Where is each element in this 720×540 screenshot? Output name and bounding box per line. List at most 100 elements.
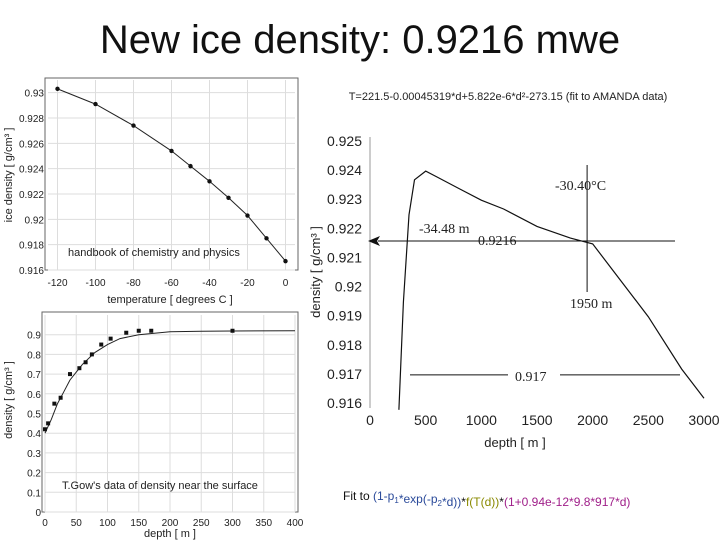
chart3-annotation-offset: -34.48 m	[419, 222, 470, 237]
chart3-ytick-label: 0.917	[327, 366, 362, 382]
chart2-point	[124, 330, 129, 335]
chart1-ytick-label: 0.916	[19, 266, 44, 277]
chart2-xtick-label: 350	[255, 518, 272, 529]
chart2-point	[43, 427, 47, 432]
chart3-annotation-depth: 1950 m	[570, 297, 613, 312]
chart3-guide-arrow	[368, 235, 380, 246]
chart1-point	[93, 101, 98, 107]
chart2-xlabel: depth [ m ]	[144, 528, 196, 540]
chart2-ytick-label: 0.7	[27, 370, 41, 381]
chart3-ytick-label: 0.918	[327, 337, 362, 353]
chart1-point	[226, 195, 231, 200]
chart1-xtick-label: -60	[164, 278, 179, 289]
chart1-ylabel: ice density [ g/cm³ ]	[3, 128, 15, 223]
chart2-ytick-label: 0	[35, 508, 41, 519]
chart1-xtick-label: -80	[126, 278, 141, 289]
chart2-ytick-label: 0.9	[27, 331, 41, 342]
fit-part: f(T(d))	[466, 495, 499, 509]
chart-density-depth: 0.916 0.917 0.918 0.919 0.92 0.921 0.922 0.923 0…	[308, 133, 720, 450]
chart3-xtick-label: 1500	[521, 412, 552, 428]
chart1-point	[283, 258, 288, 264]
chart2-point	[77, 366, 82, 371]
chart3-xtick-label: 500	[414, 412, 438, 428]
chart3-ytick-label: 0.916	[327, 395, 362, 411]
chart1-annotation: handbook of chemistry and physics	[68, 247, 240, 259]
chart1-xtick-label: -120	[47, 278, 67, 289]
chart1-xtick-label: -40	[202, 278, 217, 289]
fit-part: *	[499, 495, 504, 509]
chart1-ytick-label: 0.922	[19, 190, 44, 201]
chart2-point	[108, 336, 113, 341]
chart2-xtick-label: 150	[130, 518, 147, 529]
fit-label: Fit to	[343, 489, 370, 503]
chart1-ytick-label: 0.928	[19, 114, 44, 125]
chart1-point	[169, 148, 174, 154]
chart3-ytick-label: 0.925	[327, 133, 362, 149]
chart3-xtick-label: 2500	[633, 412, 664, 428]
chart1-ytick-label: 0.92	[25, 215, 45, 226]
fit-formula: Fit to (1-p1*exp(-p2*d))*f(T(d))*(1+0.94…	[343, 489, 630, 509]
chart3-xtick-label: 2000	[577, 412, 608, 428]
chart2-point	[136, 328, 141, 333]
chart2-ytick-label: 0.8	[27, 350, 41, 361]
chart3-ytick-label: 0.922	[327, 220, 362, 236]
chart2-ytick-label: 0.5	[27, 410, 41, 421]
page-title: New ice density: 0.9216 mwe	[99, 18, 621, 62]
chart3-ytick-label: 0.92	[335, 279, 362, 295]
chart1-point	[207, 179, 212, 184]
chart3-ytick-label: 0.921	[327, 249, 362, 265]
chart1-point	[188, 163, 193, 169]
chart3-ytick-label: 0.919	[327, 308, 362, 324]
formula-text: T=221.5-0.00045319*d+5.822e-6*d²-273.15 …	[349, 91, 668, 103]
chart-surface-density: 0 0.1 0.2 0.3 0.4 0.5 0.6 0.7 0.8 0.9 0 50 100 150 20…	[3, 311, 304, 540]
chart3-annotation-density: 0.9216	[478, 234, 517, 249]
chart1-fit-line	[57, 88, 286, 262]
chart2-ytick-label: 0.1	[27, 488, 41, 499]
fit-part: *exp(-p	[399, 492, 438, 506]
chart2-point	[58, 395, 63, 400]
chart1-xlabel: temperature [ degrees C ]	[107, 294, 232, 306]
chart2-point	[149, 328, 154, 333]
chart3-xtick-label: 1000	[466, 412, 497, 428]
chart1-xtick-label: -100	[85, 278, 105, 289]
chart3-ytick-label: 0.923	[327, 191, 362, 207]
chart2-xtick-label: 300	[224, 518, 241, 529]
chart2-point	[46, 421, 51, 426]
fit-part: 2	[438, 499, 443, 508]
chart1-point	[245, 213, 250, 218]
chart2-ytick-label: 0.4	[27, 429, 41, 440]
chart1-ytick-label: 0.918	[19, 241, 44, 252]
chart1-ytick-label: 0.924	[19, 165, 44, 176]
chart2-point	[99, 342, 104, 347]
chart2-point	[68, 372, 72, 377]
chart2-ytick-label: 0.3	[27, 449, 41, 460]
chart2-xtick-label: 250	[193, 518, 210, 529]
chart1-ytick-label: 0.93	[25, 89, 45, 100]
chart3-annotation-temperature: -30.40°C	[555, 179, 606, 194]
chart2-ylabel: density [ g/cm³ ]	[3, 361, 15, 439]
chart3-xlabel: depth [ m ]	[484, 435, 545, 450]
chart2-xtick-label: 100	[99, 518, 116, 529]
chart3-xtick-label: 3000	[688, 412, 719, 428]
chart-ice-density-temperature: 0.916 0.918 0.92 0.922 0.924 0.926 0.928 0.93 -…	[3, 77, 299, 306]
chart1-point	[55, 86, 60, 92]
fit-part: *	[461, 495, 466, 509]
chart2-point	[52, 401, 57, 406]
chart2-xtick-label: 400	[287, 518, 304, 529]
fit-part: (1-p	[373, 489, 395, 503]
chart1-ytick-label: 0.926	[19, 139, 44, 150]
chart2-point	[230, 328, 235, 333]
fit-part: 1	[394, 496, 399, 505]
chart3-ytick-label: 0.924	[327, 162, 362, 178]
chart1-point	[264, 236, 269, 241]
chart2-ytick-label: 0.6	[27, 390, 41, 401]
chart3-ylabel: density [ g/cm³ ]	[308, 226, 323, 318]
fit-part: *d))	[442, 495, 461, 509]
chart2-annotation: T.Gow's data of density near the surface	[62, 480, 258, 492]
chart2-xtick-label: 50	[71, 518, 83, 529]
chart1-point	[131, 123, 136, 128]
chart3-xtick-label: 0	[366, 412, 374, 428]
chart1-xtick-label: 0	[283, 278, 289, 289]
chart2-xtick-label: 200	[162, 518, 179, 529]
